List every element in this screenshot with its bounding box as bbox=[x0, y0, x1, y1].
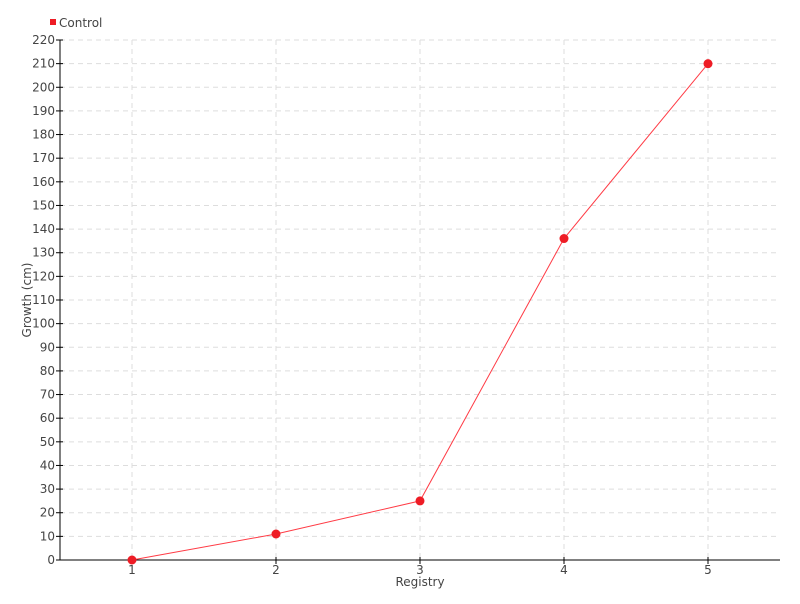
x-tick-label: 3 bbox=[416, 563, 424, 577]
y-tick-label: 40 bbox=[40, 458, 55, 472]
y-tick-label: 100 bbox=[32, 317, 55, 331]
y-tick-label: 30 bbox=[40, 482, 55, 496]
y-tick-label: 160 bbox=[32, 175, 55, 189]
axes: 0 10 20 30 40 50 60 70 80 90 100 110 120 130 140 150 160… bbox=[32, 33, 780, 577]
y-tick-label: 10 bbox=[40, 529, 55, 543]
data-point bbox=[703, 59, 713, 69]
legend-label: Control bbox=[59, 16, 102, 30]
data-point bbox=[415, 496, 425, 506]
data-point bbox=[559, 234, 569, 244]
y-tick-label: 70 bbox=[40, 388, 55, 402]
grid bbox=[60, 39, 780, 560]
y-tick-label: 200 bbox=[32, 80, 55, 94]
y-tick-label: 150 bbox=[32, 198, 55, 212]
x-tick-label: 5 bbox=[704, 563, 712, 577]
y-tick-label: 120 bbox=[32, 269, 55, 283]
y-tick-label: 80 bbox=[40, 364, 55, 378]
y-tick-label: 170 bbox=[32, 151, 55, 165]
y-tick-label: 50 bbox=[40, 435, 55, 449]
x-axis-label: Registry bbox=[395, 575, 444, 589]
x-tick-label: 4 bbox=[560, 563, 568, 577]
y-tick-label: 220 bbox=[32, 33, 55, 47]
y-tick-label: 0 bbox=[47, 553, 55, 567]
legend-swatch bbox=[50, 19, 56, 25]
series bbox=[127, 59, 713, 565]
y-tick-label: 60 bbox=[40, 411, 55, 425]
y-axis-label: Growth (cm) bbox=[20, 263, 34, 338]
y-tick-label: 180 bbox=[32, 128, 55, 142]
y-tick-label: 140 bbox=[32, 222, 55, 236]
y-tick-label: 210 bbox=[32, 57, 55, 71]
y-tick-label: 90 bbox=[40, 340, 55, 354]
y-tick-label: 190 bbox=[32, 104, 55, 118]
y-tick-label: 130 bbox=[32, 246, 55, 260]
data-point bbox=[271, 529, 281, 539]
y-tick-label: 20 bbox=[40, 506, 55, 520]
x-tick-label: 2 bbox=[272, 563, 280, 577]
y-tick-label: 110 bbox=[32, 293, 55, 307]
data-point bbox=[127, 555, 137, 565]
x-tick-label: 1 bbox=[128, 563, 136, 577]
legend: Control bbox=[50, 16, 102, 30]
